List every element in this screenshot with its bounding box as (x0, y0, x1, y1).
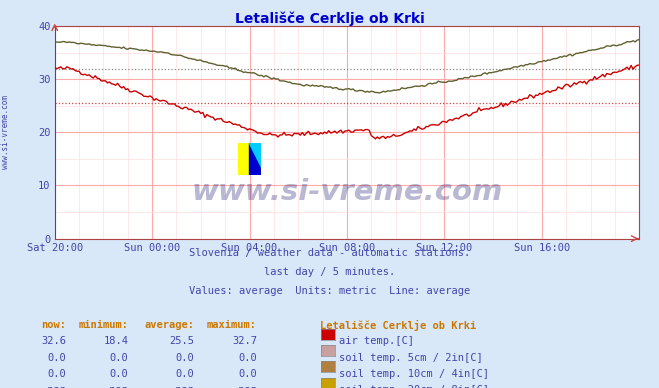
Text: www.si-vreme.com: www.si-vreme.com (191, 178, 503, 206)
Text: Slovenia / weather data - automatic stations.: Slovenia / weather data - automatic stat… (189, 248, 470, 258)
Text: www.si-vreme.com: www.si-vreme.com (1, 95, 10, 169)
Text: 0.0: 0.0 (47, 369, 66, 379)
Polygon shape (249, 143, 261, 167)
Text: 0.0: 0.0 (176, 353, 194, 363)
Text: 32.7: 32.7 (232, 336, 257, 346)
Text: soil temp. 10cm / 4in[C]: soil temp. 10cm / 4in[C] (339, 369, 490, 379)
Text: Letališče Cerklje ob Krki: Letališče Cerklje ob Krki (320, 320, 476, 331)
Text: Letališče Cerklje ob Krki: Letališče Cerklje ob Krki (235, 12, 424, 26)
Text: now:: now: (41, 320, 66, 330)
Text: 18.4: 18.4 (103, 336, 129, 346)
Text: 0.0: 0.0 (239, 353, 257, 363)
Text: Values: average  Units: metric  Line: average: Values: average Units: metric Line: aver… (189, 286, 470, 296)
Text: -nan: -nan (41, 385, 66, 388)
Text: 0.0: 0.0 (176, 369, 194, 379)
Text: soil temp. 5cm / 2in[C]: soil temp. 5cm / 2in[C] (339, 353, 483, 363)
Bar (238, 143, 249, 175)
Text: average:: average: (144, 320, 194, 330)
Text: maximum:: maximum: (207, 320, 257, 330)
Text: last day / 5 minutes.: last day / 5 minutes. (264, 267, 395, 277)
Text: -nan: -nan (103, 385, 129, 388)
Text: 0.0: 0.0 (110, 353, 129, 363)
Bar (249, 143, 261, 175)
Text: -nan: -nan (169, 385, 194, 388)
Text: 0.0: 0.0 (110, 369, 129, 379)
Text: minimum:: minimum: (78, 320, 129, 330)
Text: 32.6: 32.6 (41, 336, 66, 346)
Text: soil temp. 20cm / 8in[C]: soil temp. 20cm / 8in[C] (339, 385, 490, 388)
Text: -nan: -nan (232, 385, 257, 388)
Text: 0.0: 0.0 (239, 369, 257, 379)
Text: 0.0: 0.0 (47, 353, 66, 363)
Text: air temp.[C]: air temp.[C] (339, 336, 415, 346)
Text: 25.5: 25.5 (169, 336, 194, 346)
